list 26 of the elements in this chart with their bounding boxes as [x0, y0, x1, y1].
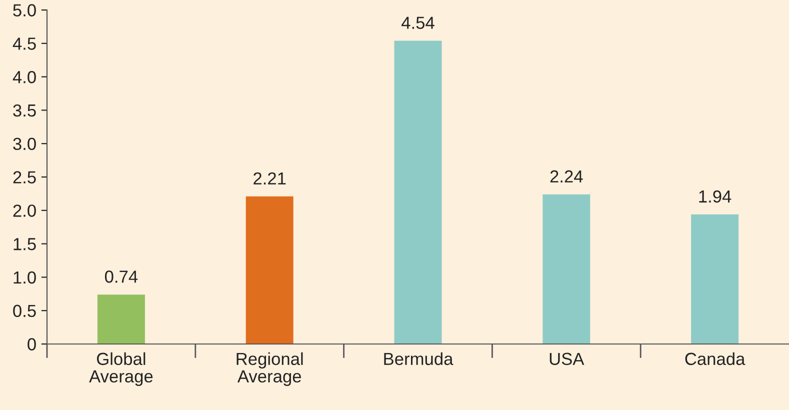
y-tick-label: 2.0	[13, 204, 36, 217]
y-tick-label: 4.0	[12, 70, 36, 84]
y-tick-label: 5.0	[13, 4, 36, 16]
y-tick-label: 3.0	[13, 138, 36, 150]
bar	[97, 294, 145, 344]
bar	[246, 196, 294, 344]
data-label: 4.54	[402, 16, 434, 29]
y-tick-label: 2.5	[13, 171, 36, 184]
y-tick-label: 1.0	[14, 271, 36, 284]
x-tick-label: Bermuda	[384, 352, 454, 366]
bar	[542, 194, 590, 344]
x-tick-label: Global Average	[89, 352, 153, 386]
y-tick-label: 0	[28, 338, 36, 350]
bar	[691, 214, 739, 344]
x-tick-label: USA	[550, 352, 584, 366]
data-label: 2.21	[254, 172, 286, 184]
y-tick-label: 0.5	[13, 304, 36, 318]
data-label: 2.24	[550, 170, 583, 182]
y-tick-label: 1.5	[14, 238, 36, 250]
data-label: 1.94	[699, 190, 732, 203]
y-tick-label: 3.5	[13, 104, 36, 117]
data-label: 0.74	[104, 270, 138, 283]
x-tick-label: Canada	[685, 352, 746, 366]
y-tick-label: 4.5	[12, 38, 36, 50]
bar	[394, 40, 442, 344]
x-tick-label: Regional Average	[236, 352, 303, 386]
